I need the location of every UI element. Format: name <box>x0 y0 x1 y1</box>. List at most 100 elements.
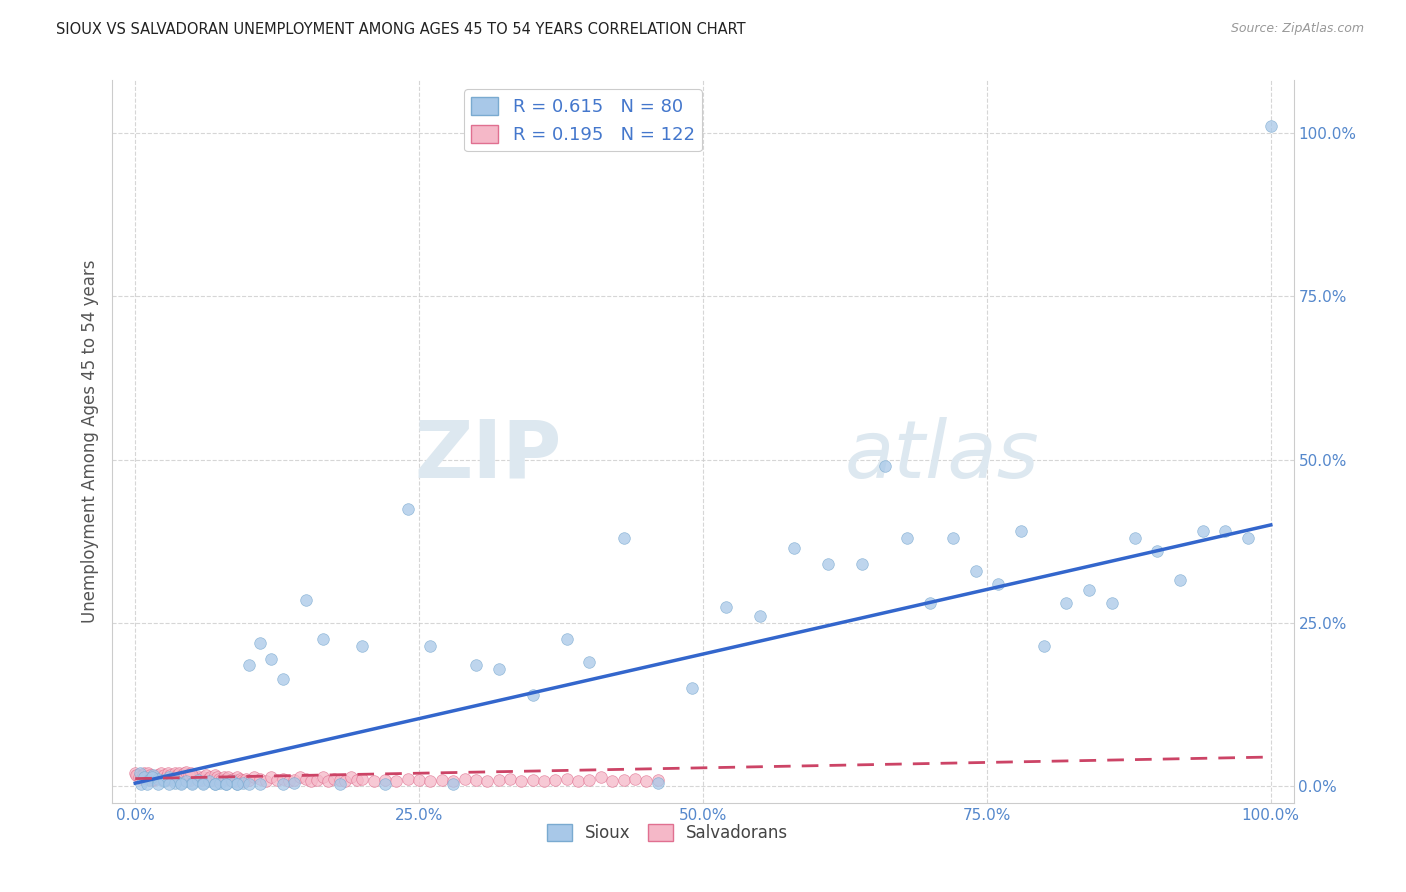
Point <box>612 531 634 545</box>
Point <box>211 772 233 787</box>
Point <box>190 772 212 787</box>
Point <box>243 770 266 784</box>
Point <box>165 770 187 784</box>
Point <box>181 777 204 791</box>
Point <box>464 658 486 673</box>
Point <box>430 772 453 787</box>
Point <box>209 776 232 790</box>
Text: ZIP: ZIP <box>413 417 561 495</box>
Point <box>896 531 918 545</box>
Point <box>186 772 208 786</box>
Point <box>533 774 555 789</box>
Point <box>212 770 235 784</box>
Point <box>157 770 180 784</box>
Text: atlas: atlas <box>845 417 1039 495</box>
Point <box>131 767 153 781</box>
Point <box>163 767 186 781</box>
Point <box>522 772 544 787</box>
Point <box>920 596 942 610</box>
Point <box>180 766 202 780</box>
Point <box>148 770 170 784</box>
Point <box>146 767 169 781</box>
Point <box>198 770 221 784</box>
Point <box>183 770 205 784</box>
Point <box>235 772 257 786</box>
Point <box>153 767 176 781</box>
Point <box>233 774 256 789</box>
Point <box>152 774 174 789</box>
Point <box>181 767 204 781</box>
Point <box>578 772 600 787</box>
Point <box>169 776 191 790</box>
Point <box>170 767 193 781</box>
Point <box>155 770 177 784</box>
Point <box>510 774 533 789</box>
Point <box>204 767 226 781</box>
Point <box>322 772 346 786</box>
Point <box>128 770 150 784</box>
Point <box>139 767 162 781</box>
Point <box>260 770 283 784</box>
Point <box>522 688 544 702</box>
Point <box>215 777 238 791</box>
Point <box>283 776 305 790</box>
Point <box>193 776 215 790</box>
Point <box>254 774 277 789</box>
Point <box>714 599 737 614</box>
Point <box>851 557 873 571</box>
Point <box>181 776 204 790</box>
Point <box>1054 596 1077 610</box>
Point <box>163 776 186 790</box>
Point <box>157 772 180 786</box>
Point <box>215 777 238 791</box>
Point <box>612 772 634 787</box>
Point <box>159 767 181 781</box>
Point <box>124 766 146 780</box>
Point <box>1123 531 1146 545</box>
Point <box>453 772 475 786</box>
Point <box>166 767 188 781</box>
Point <box>132 767 155 781</box>
Point <box>271 772 294 786</box>
Point <box>142 767 165 781</box>
Point <box>221 774 243 789</box>
Point <box>419 774 441 789</box>
Point <box>142 772 165 787</box>
Point <box>294 772 316 786</box>
Point <box>177 767 200 781</box>
Point <box>163 766 186 780</box>
Point <box>965 564 987 578</box>
Point <box>179 772 201 787</box>
Point <box>222 772 245 786</box>
Point <box>817 557 839 571</box>
Point <box>134 770 156 784</box>
Point <box>127 767 149 781</box>
Point <box>499 772 522 786</box>
Point <box>169 777 191 791</box>
Point <box>1237 531 1260 545</box>
Point <box>125 767 148 781</box>
Point <box>441 774 464 789</box>
Point <box>219 772 242 787</box>
Point <box>157 777 180 791</box>
Point <box>1010 524 1032 539</box>
Point <box>176 770 198 784</box>
Point <box>145 770 167 784</box>
Point <box>201 772 224 787</box>
Point <box>204 777 226 791</box>
Point <box>208 772 231 786</box>
Point <box>204 777 226 791</box>
Point <box>249 777 271 791</box>
Point <box>277 774 299 789</box>
Point <box>152 772 174 787</box>
Point <box>1146 544 1168 558</box>
Point <box>748 609 770 624</box>
Point <box>149 770 172 784</box>
Point <box>624 772 647 786</box>
Point <box>555 772 578 786</box>
Point <box>174 774 197 789</box>
Legend: Sioux, Salvadorans: Sioux, Salvadorans <box>540 817 794 848</box>
Point <box>238 772 260 787</box>
Text: SIOUX VS SALVADORAN UNEMPLOYMENT AMONG AGES 45 TO 54 YEARS CORRELATION CHART: SIOUX VS SALVADORAN UNEMPLOYMENT AMONG A… <box>56 22 745 37</box>
Point <box>135 777 157 791</box>
